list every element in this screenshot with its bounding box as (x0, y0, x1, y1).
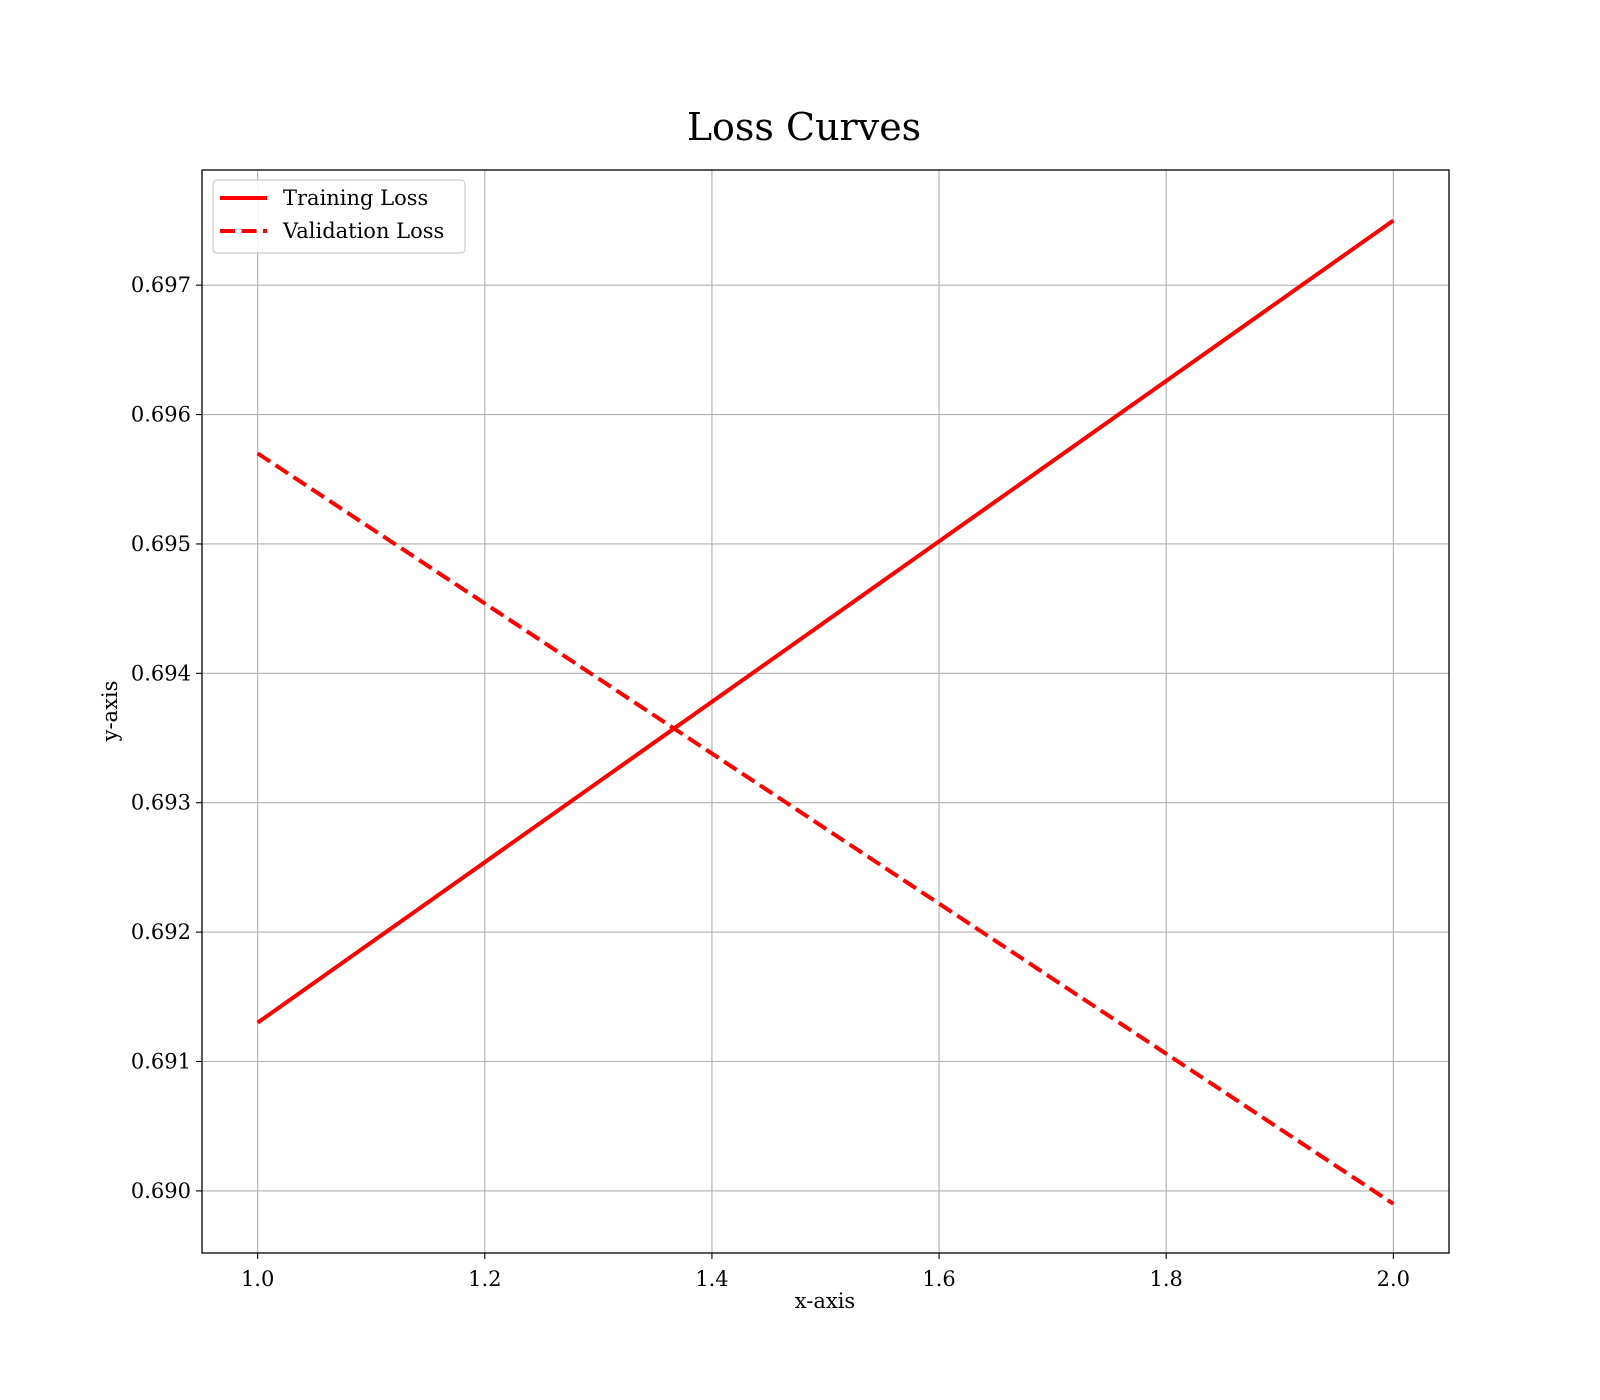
y-axis-ticks: 0.690 0.691 0.692 0.693 0.694 0.695 0.696 0.697 (131, 273, 202, 1203)
y-tick-label: 0.693 (131, 791, 191, 815)
training-loss-line (256, 218, 1395, 1025)
x-tick-label: 2.0 (1377, 1267, 1410, 1291)
x-tick-label: 1.6 (922, 1267, 955, 1291)
y-tick-label: 0.695 (131, 532, 191, 556)
x-tick-label: 1.4 (695, 1267, 728, 1291)
x-tick-label: 1.0 (241, 1267, 274, 1291)
y-tick-label: 0.696 (131, 403, 191, 427)
y-tick-label: 0.692 (131, 920, 191, 944)
x-tick-label: 1.2 (468, 1267, 501, 1291)
y-tick-label: 0.690 (131, 1179, 191, 1203)
legend-label: Validation Loss (282, 219, 444, 243)
validation-loss-line (256, 451, 1395, 1206)
legend: Training Loss Validation Loss (212, 179, 466, 254)
y-axis-label: y-axis (98, 681, 122, 743)
y-tick-label: 0.697 (131, 273, 191, 297)
series-lines (256, 218, 1395, 1206)
y-tick-label: 0.691 (131, 1050, 191, 1074)
grid-lines (202, 170, 1449, 1253)
plot-frame (201, 169, 1450, 1254)
y-tick-label: 0.694 (131, 661, 191, 685)
legend-box (212, 179, 466, 254)
legend-label: Training Loss (283, 186, 428, 210)
x-tick-label: 1.8 (1150, 1267, 1183, 1291)
chart-title: Loss Curves (687, 105, 921, 149)
x-axis-label: x-axis (795, 1289, 855, 1313)
x-axis-ticks: 1.0 1.2 1.4 1.6 1.8 2.0 (241, 1253, 1410, 1291)
